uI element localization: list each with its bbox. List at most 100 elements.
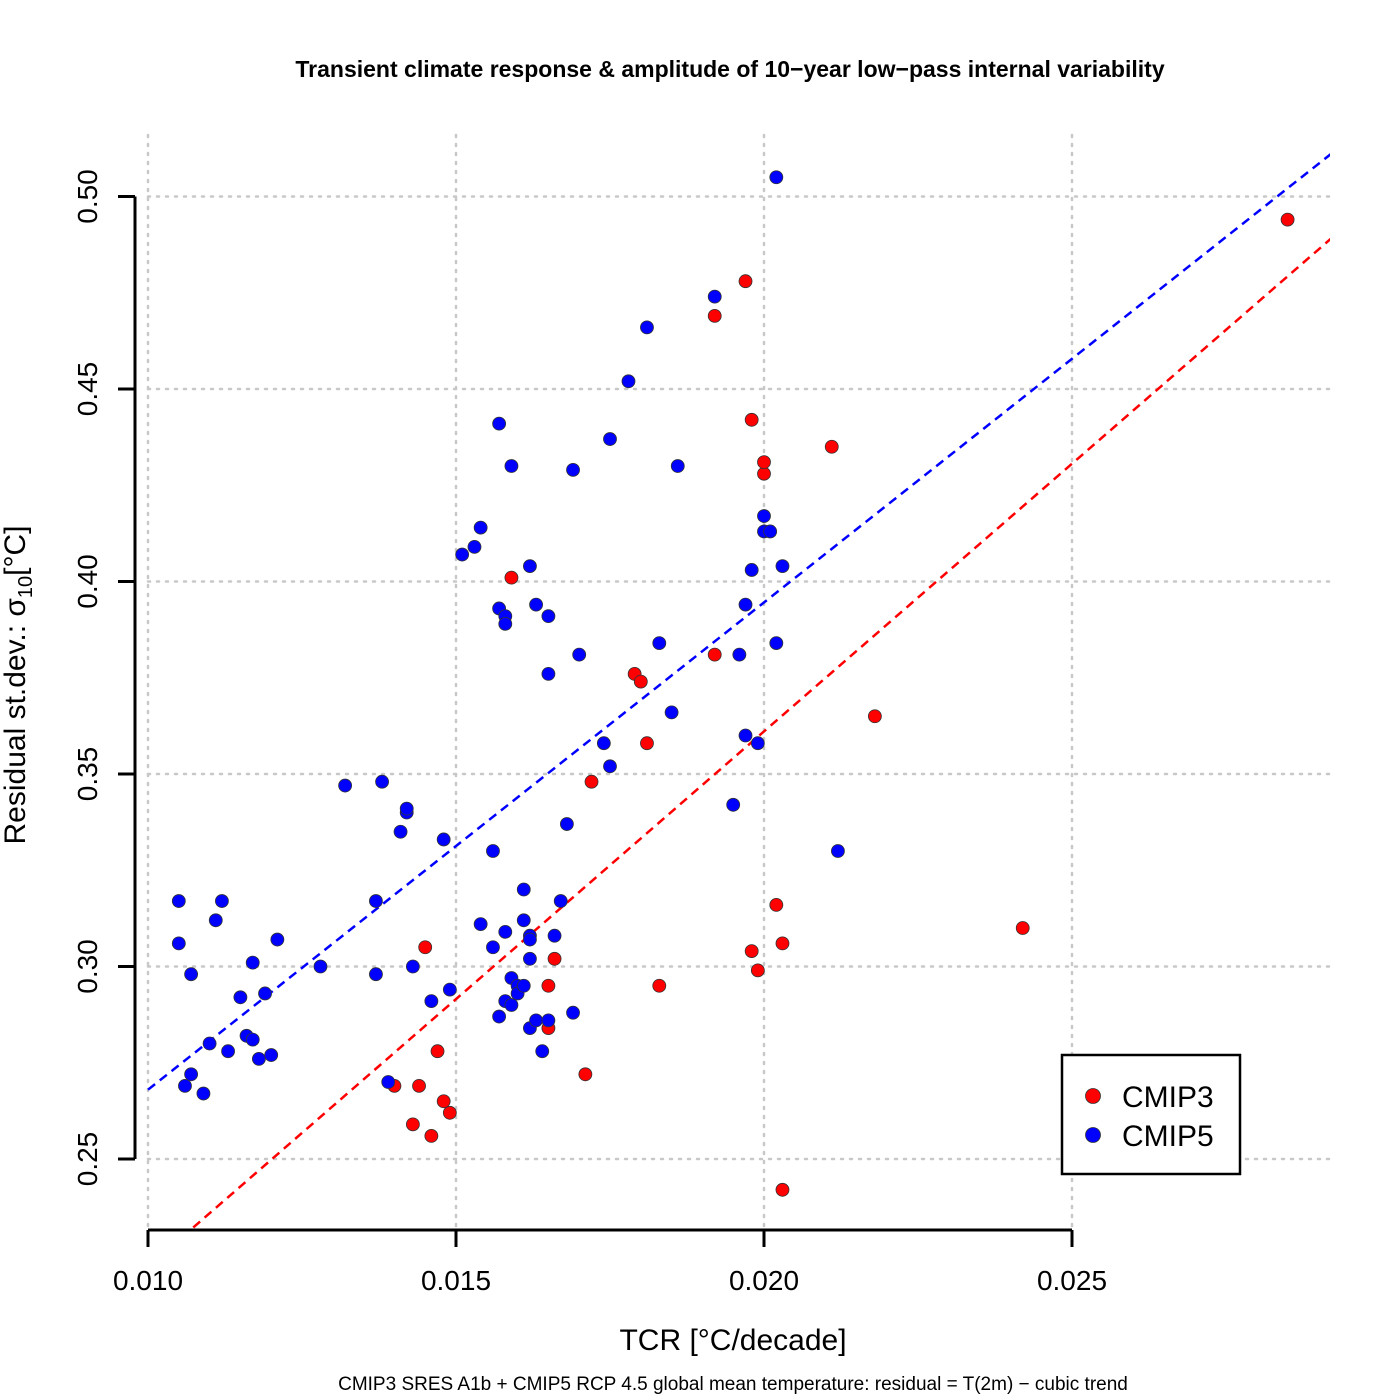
point-cmip3-4 (424, 1129, 439, 1143)
point-cmip5-9 (221, 1044, 235, 1059)
point-cmip5-45 (504, 998, 519, 1012)
point-cmip5-61 (541, 609, 556, 624)
point-cmip3-17 (652, 978, 667, 993)
point-cmip5-42 (498, 924, 513, 939)
point-cmip5-33 (473, 917, 488, 932)
point-cmip5-16 (264, 1048, 279, 1062)
point-cmip3-31 (1015, 921, 1030, 935)
point-cmip5-74 (652, 636, 667, 650)
point-cmip5-71 (603, 759, 617, 774)
point-cmip5-37 (492, 416, 507, 431)
legend-marker-cmip5 (1085, 1127, 1101, 1143)
point-cmip5-66 (566, 462, 580, 477)
point-cmip5-4 (184, 1067, 199, 1082)
point-cmip5-73 (640, 320, 654, 335)
point-cmip5-51 (516, 978, 531, 993)
point-cmip5-38 (492, 1009, 507, 1024)
point-cmip5-18 (313, 959, 328, 974)
point-cmip3-20 (738, 274, 753, 289)
point-cmip5-70 (603, 432, 617, 446)
point-cmip3-9 (541, 978, 556, 993)
legend: CMIP3 CMIP5 (1060, 1053, 1242, 1176)
point-cmip5-41 (498, 616, 513, 631)
point-cmip5-23 (381, 1075, 396, 1089)
point-cmip5-89 (775, 559, 790, 573)
point-cmip5-77 (707, 289, 722, 304)
point-cmip5-62 (541, 667, 556, 681)
chart-caption: CMIP3 SRES A1b + CMIP5 RCP 4.5 global me… (338, 1374, 1128, 1395)
point-cmip5-82 (744, 563, 759, 577)
point-cmip5-90 (831, 844, 845, 858)
x-tick-label-3: 0.025 (1037, 1265, 1107, 1296)
point-cmip5-35 (486, 940, 500, 955)
point-cmip5-50 (516, 882, 531, 897)
point-cmip3-7 (442, 1105, 457, 1120)
point-cmip3-32 (1280, 212, 1295, 227)
point-cmip5-84 (757, 509, 771, 523)
point-cmip5-72 (621, 374, 636, 389)
point-cmip5-87 (769, 170, 784, 185)
x-tick-label-1: 0.015 (421, 1265, 491, 1296)
point-cmip5-68 (572, 647, 587, 662)
point-cmip5-78 (726, 797, 741, 812)
point-cmip5-80 (738, 597, 753, 612)
point-cmip5-79 (732, 647, 747, 662)
point-cmip3-1 (405, 1117, 420, 1132)
point-cmip5-65 (559, 817, 574, 831)
point-cmip5-44 (504, 459, 519, 473)
y-axis-label-unit: [°C] (0, 526, 32, 576)
point-cmip5-24 (393, 824, 408, 839)
legend-box (1060, 1053, 1242, 1176)
point-cmip5-76 (670, 459, 685, 473)
point-cmip3-29 (824, 439, 839, 454)
point-cmip5-58 (529, 597, 543, 612)
point-cmip5-59 (535, 1044, 550, 1059)
point-cmip5-86 (763, 524, 778, 539)
point-cmip3-26 (769, 898, 784, 912)
point-cmip3-15 (633, 674, 648, 689)
legend-label-cmip5: CMIP5 (1122, 1120, 1214, 1153)
point-cmip5-63 (547, 928, 562, 943)
y-axis-label-subscript: 10 (15, 576, 37, 598)
point-cmip3-5 (430, 1044, 445, 1059)
point-cmip5-83 (750, 736, 765, 751)
fit-line-cmip5 (147, 153, 1330, 1091)
point-cmip5-3 (184, 967, 199, 982)
point-cmip5-17 (270, 932, 285, 947)
x-tick-label-0: 0.010 (113, 1265, 183, 1296)
point-cmip3-27 (775, 936, 790, 951)
y-tick-label-3: 0.40 (72, 554, 103, 609)
point-cmip5-88 (769, 636, 784, 650)
point-cmip5-20 (369, 967, 383, 982)
point-cmip5-6 (202, 1036, 217, 1051)
point-cmip3-25 (757, 455, 771, 470)
grid (146, 133, 1332, 1232)
point-cmip5-13 (245, 1032, 260, 1047)
point-cmip3-6 (436, 1094, 451, 1109)
point-cmip3-24 (757, 466, 771, 481)
point-cmip3-30 (867, 709, 882, 724)
point-cmip5-69 (596, 736, 611, 751)
point-cmip5-29 (436, 832, 451, 847)
point-cmip3-21 (744, 944, 759, 958)
point-cmip5-32 (467, 539, 482, 554)
data-points (171, 170, 1295, 1197)
point-cmip5-81 (738, 728, 753, 743)
y-tick-label-4: 0.45 (72, 362, 103, 417)
point-cmip5-7 (208, 913, 223, 928)
point-cmip5-67 (566, 1005, 580, 1020)
point-cmip5-26 (399, 801, 414, 816)
point-cmip5-5 (196, 1086, 211, 1101)
point-cmip5-54 (523, 951, 537, 966)
point-cmip3-11 (547, 951, 562, 966)
point-cmip5-0 (171, 894, 186, 908)
legend-marker-cmip3 (1085, 1088, 1101, 1104)
point-cmip5-21 (369, 894, 383, 908)
y-tick-label-2: 0.35 (72, 747, 103, 802)
x-axis-label: TCR [°C/decade] (619, 1324, 846, 1357)
point-cmip3-12 (578, 1067, 593, 1082)
point-cmip3-18 (707, 308, 722, 323)
point-cmip5-34 (473, 520, 488, 535)
point-cmip5-27 (405, 959, 420, 974)
point-cmip3-19 (707, 647, 722, 662)
